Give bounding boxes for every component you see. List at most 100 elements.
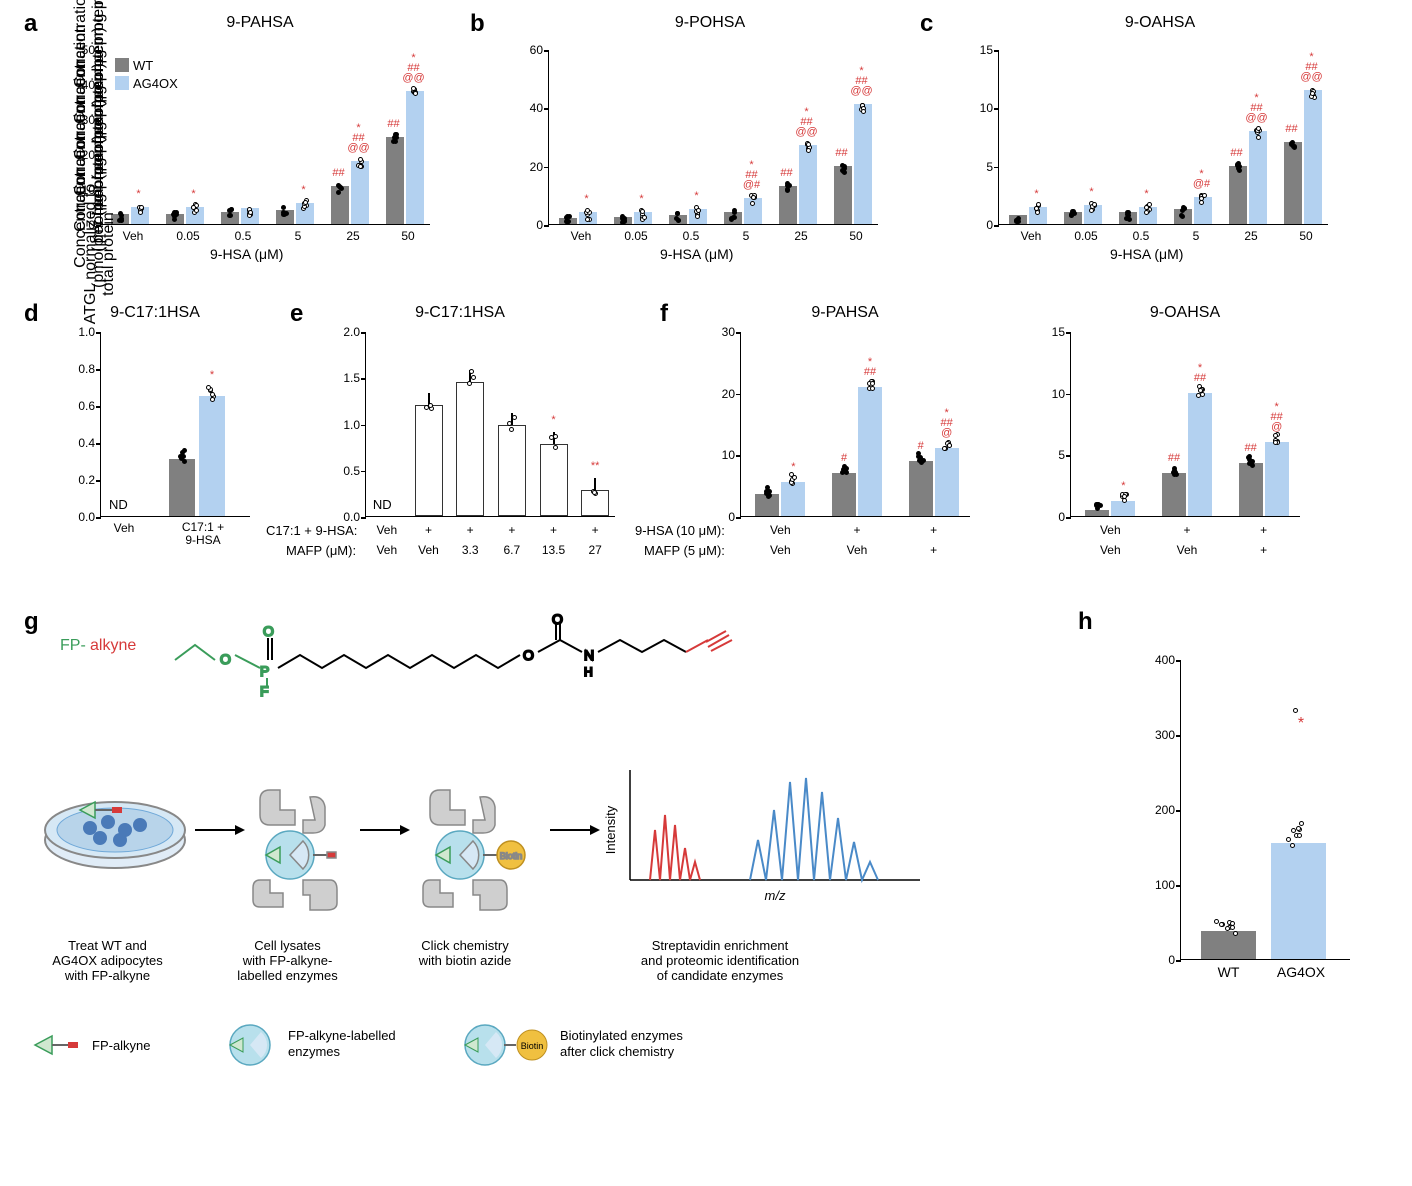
x-tick-label-r1: Veh <box>368 523 406 537</box>
bar-wt <box>1284 142 1302 224</box>
x-tick-label-r1: + <box>535 523 573 537</box>
y-tick-label: 60 <box>519 43 543 57</box>
data-point <box>696 208 701 213</box>
data-point <box>1127 217 1132 222</box>
chart-f-row1label: 9-HSA (10 μM): <box>635 523 725 538</box>
y-tick-label: 10 <box>969 101 993 115</box>
y-tick-label: 1.0 <box>332 418 360 432</box>
y-tick-label: 30 <box>711 325 735 339</box>
y-tick-label: 2.0 <box>332 325 360 339</box>
g-step-1: Treat WT andAG4OX adipocyteswith FP-alky… <box>30 938 185 983</box>
x-tick-label-r2: + <box>1234 543 1294 557</box>
svg-text:FP-alkyne: FP-alkyne <box>92 1038 151 1053</box>
significance-annotation: ## <box>323 168 355 178</box>
chart-a-title: 9-PAHSA <box>160 14 360 32</box>
significance-annotation: *##@@ <box>846 66 878 96</box>
significance-annotation: *@# <box>1186 169 1218 189</box>
bar-white <box>456 382 484 516</box>
data-point <box>469 369 474 374</box>
data-point <box>1293 708 1298 713</box>
x-tick-label-r1: + <box>410 523 448 537</box>
y-tick-label: 0.0 <box>332 510 360 524</box>
significance-annotation: * <box>123 189 155 199</box>
x-tick-label: 50 <box>381 229 436 243</box>
y-tick <box>96 369 101 371</box>
x-tick-label-r2: 13.5 <box>535 543 573 557</box>
nd-label: ND <box>373 497 392 512</box>
y-tick-label: 0 <box>711 510 735 524</box>
svg-text:Biotin: Biotin <box>521 1041 544 1051</box>
bar-ag4ox <box>935 448 959 516</box>
legend-wt-box <box>115 58 129 72</box>
significance-annotation: ** <box>581 460 609 472</box>
x-tick-label: 0.05 <box>1059 229 1114 243</box>
x-tick-label: 50 <box>1279 229 1334 243</box>
panel-g-label: g <box>24 608 39 636</box>
significance-annotation: * <box>540 414 568 426</box>
x-tick-label-r2: + <box>904 543 964 557</box>
data-point <box>210 392 215 397</box>
svg-text:O: O <box>263 623 274 639</box>
svg-text:N: N <box>584 647 594 663</box>
panel-h-label: h <box>1078 608 1093 636</box>
data-point <box>1196 393 1201 398</box>
bar-ag4ox <box>1111 501 1135 516</box>
y-tick <box>994 167 999 169</box>
x-tick-label-r2: Veh <box>750 543 810 557</box>
data-point <box>1250 463 1255 468</box>
significance-annotation: *## <box>1184 363 1216 383</box>
y-tick <box>96 480 101 482</box>
data-point <box>1286 837 1291 842</box>
data-point <box>1179 213 1184 218</box>
alkyne-text: alkyne <box>90 637 136 654</box>
bar-ag4ox <box>406 91 424 224</box>
svg-text:enzymes: enzymes <box>288 1044 341 1059</box>
x-tick-label-r1: + <box>904 523 964 537</box>
g-step-4: Streptavidin enrichmentand proteomic ide… <box>570 938 870 983</box>
y-tick <box>736 517 741 519</box>
chart-f1-frame: 0102030VehVeh+Veh++*#*###*##@ <box>740 332 970 517</box>
svg-text:O: O <box>220 651 231 667</box>
panel-f-label: f <box>660 300 668 328</box>
x-tick-label: 50 <box>829 229 884 243</box>
svg-text:O: O <box>523 647 534 663</box>
x-tick-label-r2: Veh <box>1157 543 1217 557</box>
x-tick-label: 25 <box>1224 229 1279 243</box>
significance-annotation: *##@@ <box>398 53 430 83</box>
significance-annotation: ## <box>826 148 858 158</box>
y-tick-label: 10 <box>711 448 735 462</box>
data-point <box>227 213 232 218</box>
data-point <box>210 397 215 402</box>
bar-ag4ox <box>781 482 805 516</box>
g-legend: FP-alkyne FP-alkyne-labelled enzymes Bio… <box>30 1020 930 1080</box>
x-tick-label-r2: 6.7 <box>493 543 531 557</box>
data-point <box>138 210 143 215</box>
x-tick-label: 0.5 <box>1114 229 1169 243</box>
y-tick <box>1176 960 1181 962</box>
chart-h-frame: 0100200300400*WTAG4OX <box>1180 660 1350 960</box>
y-tick-label: 200 <box>1143 803 1175 817</box>
significance-annotation: ## <box>771 168 803 178</box>
nd-label: ND <box>109 497 128 512</box>
y-tick-label: 0 <box>1143 953 1175 967</box>
y-tick <box>96 406 101 408</box>
y-tick <box>736 455 741 457</box>
x-tick-label: 5 <box>719 229 774 243</box>
y-tick <box>736 394 741 396</box>
chart-e-frame: 0.00.51.01.52.0NDVehVeh+Veh+3.3+6.7+13.5… <box>365 332 615 517</box>
panel-a-label: a <box>24 10 37 38</box>
panel-d-label: d <box>24 300 39 328</box>
data-point <box>1297 833 1302 838</box>
data-point <box>512 415 517 420</box>
y-tick <box>994 50 999 52</box>
significance-annotation: * <box>1107 481 1139 491</box>
data-point <box>1291 828 1296 833</box>
data-point <box>806 148 811 153</box>
y-tick-label: 300 <box>1143 728 1175 742</box>
data-point <box>391 139 396 144</box>
y-tick <box>361 425 366 427</box>
y-tick <box>1066 517 1071 519</box>
y-tick <box>994 108 999 110</box>
y-tick <box>1176 810 1181 812</box>
chart-c-xlabel: 9-HSA (μM) <box>1110 246 1183 262</box>
